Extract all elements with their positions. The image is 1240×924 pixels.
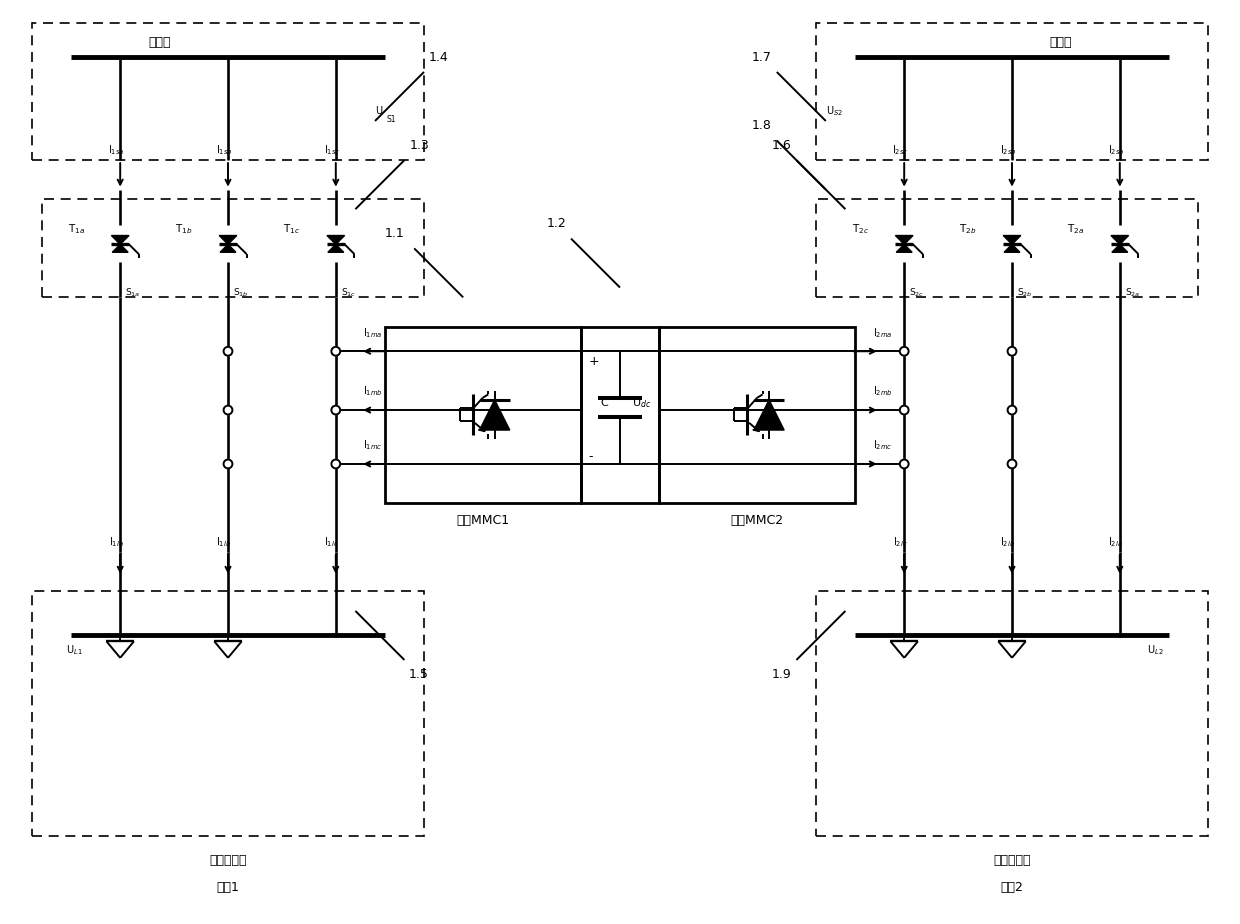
Bar [384, 327, 580, 504]
Text: 母线二: 母线二 [1050, 36, 1073, 49]
Text: I$_{1lb}$: I$_{1lb}$ [217, 535, 232, 549]
Text: 1.3: 1.3 [409, 139, 429, 152]
Bar [816, 200, 1198, 298]
Circle shape [331, 346, 340, 356]
Text: 母线一: 母线一 [148, 36, 171, 49]
Text: T$_{2c}$: T$_{2c}$ [852, 222, 868, 236]
Bar [32, 591, 424, 836]
Polygon shape [219, 236, 237, 244]
Polygon shape [1112, 244, 1127, 252]
Text: I$_{2sa}$: I$_{2sa}$ [1107, 143, 1125, 157]
Bar [816, 591, 1208, 836]
Text: I$_{1sb}$: I$_{1sb}$ [216, 143, 233, 157]
Polygon shape [219, 244, 236, 252]
Circle shape [900, 459, 909, 468]
Text: S$_{2a}$: S$_{2a}$ [1125, 286, 1140, 298]
Text: 1.9: 1.9 [771, 668, 791, 681]
Text: S$_{1a}$: S$_{1a}$ [125, 286, 140, 298]
Text: 1.1: 1.1 [384, 227, 404, 240]
Polygon shape [1004, 244, 1021, 252]
Text: S$_{1b}$: S$_{1b}$ [233, 286, 248, 298]
Text: I$_{1lc}$: I$_{1lc}$ [325, 535, 340, 549]
Polygon shape [480, 400, 510, 430]
Text: I$_{1ma}$: I$_{1ma}$ [363, 325, 383, 339]
Text: I$_{2mc}$: I$_{2mc}$ [873, 438, 893, 452]
Text: T$_{2a}$: T$_{2a}$ [1068, 222, 1084, 236]
Bar [42, 200, 424, 298]
Circle shape [223, 406, 232, 415]
Bar [660, 327, 856, 504]
Circle shape [223, 459, 232, 468]
Text: I$_{2sc}$: I$_{2sc}$ [892, 143, 909, 157]
Text: I$_{2la}$: I$_{2la}$ [1109, 535, 1123, 549]
Text: T$_{1a}$: T$_{1a}$ [67, 222, 84, 236]
Text: 1.5: 1.5 [409, 668, 429, 681]
Text: T$_{1b}$: T$_{1b}$ [175, 222, 192, 236]
Circle shape [900, 406, 909, 415]
Text: 敏感非线性: 敏感非线性 [993, 855, 1030, 868]
Text: 三相MMC2: 三相MMC2 [730, 515, 784, 528]
Text: 1.8: 1.8 [753, 119, 773, 132]
Text: I$_{1sc}$: I$_{1sc}$ [324, 143, 340, 157]
Text: T$_{1c}$: T$_{1c}$ [283, 222, 300, 236]
Text: I$_{1mb}$: I$_{1mb}$ [363, 384, 383, 398]
Text: 1.6: 1.6 [771, 139, 791, 152]
Text: 负荷1: 负荷1 [217, 881, 239, 894]
Text: I$_{2lc}$: I$_{2lc}$ [893, 535, 908, 549]
Polygon shape [1003, 236, 1021, 244]
Text: 三相MMC1: 三相MMC1 [456, 515, 510, 528]
Text: I$_{1mc}$: I$_{1mc}$ [363, 438, 383, 452]
Polygon shape [897, 244, 913, 252]
Text: 负荷2: 负荷2 [1001, 881, 1023, 894]
Circle shape [900, 346, 909, 356]
Polygon shape [754, 400, 784, 430]
Text: U$_{dc}$: U$_{dc}$ [631, 395, 651, 409]
Polygon shape [1111, 236, 1128, 244]
Polygon shape [113, 244, 128, 252]
Text: S1: S1 [387, 115, 397, 124]
Bar [580, 327, 660, 504]
Text: -: - [589, 450, 593, 463]
Polygon shape [895, 236, 913, 244]
Circle shape [331, 406, 340, 415]
Text: 1.7: 1.7 [753, 51, 773, 64]
Text: U: U [374, 106, 382, 116]
Text: U$_{S2}$: U$_{S2}$ [826, 104, 843, 118]
Polygon shape [112, 236, 129, 244]
Text: 1.4: 1.4 [429, 51, 449, 64]
Circle shape [1008, 406, 1017, 415]
Circle shape [1008, 459, 1017, 468]
Text: S$_{2b}$: S$_{2b}$ [1017, 286, 1033, 298]
Text: U$_{L2}$: U$_{L2}$ [1147, 643, 1164, 657]
Polygon shape [327, 236, 345, 244]
Text: I$_{2ma}$: I$_{2ma}$ [873, 325, 893, 339]
Text: 敏感非线性: 敏感非线性 [210, 855, 247, 868]
Text: I$_{2mb}$: I$_{2mb}$ [873, 384, 893, 398]
Circle shape [1008, 346, 1017, 356]
Text: I$_{1la}$: I$_{1la}$ [109, 535, 124, 549]
Text: 1.2: 1.2 [547, 217, 567, 230]
Text: +: + [589, 355, 599, 368]
Circle shape [223, 346, 232, 356]
Circle shape [331, 459, 340, 468]
Text: S$_{2c}$: S$_{2c}$ [909, 286, 924, 298]
Text: S$_{1c}$: S$_{1c}$ [341, 286, 356, 298]
Bar [32, 23, 424, 160]
Text: I$_{2lb}$: I$_{2lb}$ [1001, 535, 1016, 549]
Text: C: C [600, 397, 609, 407]
Text: I$_{2sb}$: I$_{2sb}$ [999, 143, 1017, 157]
Text: T$_{2b}$: T$_{2b}$ [960, 222, 977, 236]
Text: I$_{1sa}$: I$_{1sa}$ [108, 143, 124, 157]
Bar [816, 23, 1208, 160]
Text: U$_{L1}$: U$_{L1}$ [66, 643, 83, 657]
Polygon shape [327, 244, 343, 252]
